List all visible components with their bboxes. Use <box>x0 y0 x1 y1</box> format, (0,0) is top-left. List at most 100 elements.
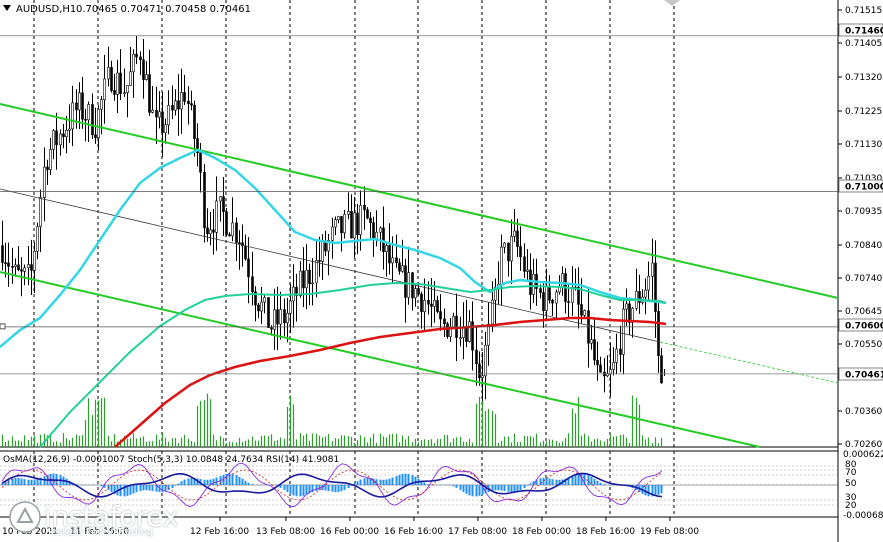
candle-bear <box>542 292 545 312</box>
candle-bear <box>84 119 87 121</box>
price-axis-tick-label: 0.70840 <box>845 241 882 251</box>
candle-bear <box>199 152 202 173</box>
candle-bear <box>430 303 433 307</box>
candle-bear <box>516 230 519 247</box>
candle-bull <box>123 92 126 94</box>
price-axis-tick-label: 0.71320 <box>845 73 882 83</box>
candle-bull <box>359 205 362 236</box>
candle-bear <box>225 211 228 235</box>
candle-bear <box>404 265 407 298</box>
indicator-axis-label: 80 <box>845 460 857 470</box>
candle-bull <box>33 251 36 271</box>
candle-bull <box>347 211 350 215</box>
candle-bull <box>651 262 654 277</box>
price-axis-tick-label: 0.71515 <box>845 6 882 16</box>
candle-bear <box>475 349 478 365</box>
candle-bull <box>107 67 110 80</box>
candle-bull <box>78 92 81 111</box>
candle-bull <box>145 74 148 80</box>
candle-bear <box>46 166 49 171</box>
candle-bull <box>209 229 212 235</box>
rsi-line <box>1 472 663 498</box>
price-tag-box <box>838 318 883 332</box>
candle-bull <box>647 275 650 291</box>
candle-bear <box>62 133 65 137</box>
channel-middle-extension <box>659 341 839 384</box>
candle-bull <box>423 299 426 312</box>
candle-bull <box>305 269 308 289</box>
candle-bear <box>11 266 14 268</box>
candle-bull <box>334 219 337 228</box>
candle-bull <box>279 309 282 325</box>
candle-bear <box>142 59 145 80</box>
candle-bear <box>276 309 279 325</box>
candle-bear <box>478 363 481 378</box>
price-tag-label: 0.70461 <box>845 371 883 381</box>
candle-bull <box>103 78 106 101</box>
candle-bear <box>356 212 359 236</box>
candle-bear <box>638 291 641 303</box>
candle-bear <box>388 245 391 264</box>
candle-bear <box>350 211 353 239</box>
candle-bear <box>551 299 554 304</box>
time-axis-label: 10 Feb 2021 <box>2 527 58 537</box>
candle-bear <box>318 260 321 262</box>
candle-bear <box>55 130 58 146</box>
candle-bear <box>523 256 526 272</box>
candle-bear <box>228 234 231 237</box>
price-tag-box <box>838 367 883 381</box>
candle-bear <box>148 74 151 113</box>
price-tag-box <box>838 179 883 193</box>
candle-bear <box>171 105 174 111</box>
candle-bull <box>260 301 263 312</box>
price-tag-label: 0.70600 <box>845 322 883 332</box>
time-axis: 10 Feb 2021 11 Feb 16:00 12 Feb 16:00 13 Fe… <box>2 517 699 537</box>
candle-bear <box>190 103 193 106</box>
ma-cyan-line <box>0 148 667 348</box>
candle-bull <box>401 265 404 272</box>
candle-bear <box>20 269 23 272</box>
candle-bull <box>481 375 484 378</box>
candle-bull <box>43 166 46 198</box>
price-axis-tick-label: 0.71130 <box>845 140 882 150</box>
candle-bull <box>129 71 132 86</box>
candle-bear <box>295 286 298 297</box>
candle-bull <box>327 240 330 252</box>
candle-bull <box>116 72 119 95</box>
candle-bull <box>52 130 55 150</box>
candle-bear <box>417 288 420 295</box>
candle-bull <box>39 197 42 227</box>
candle-bull <box>583 310 586 316</box>
candle-bear <box>187 100 190 104</box>
candle-bear <box>340 216 343 234</box>
candle-bear <box>446 323 449 337</box>
dropdown-triangle-icon[interactable] <box>3 5 11 11</box>
price-axis-tick-label: 0.70645 <box>845 307 882 317</box>
candle-bear <box>427 299 430 305</box>
candle-bear <box>196 138 199 154</box>
candle-bull <box>561 273 564 288</box>
level-anchor-handle <box>0 323 6 330</box>
candle-bear <box>567 301 570 303</box>
indicator-axis-label: 0.000622 <box>843 450 883 460</box>
channel-middle-line <box>0 188 661 343</box>
candle-bull <box>590 339 593 344</box>
candle-bull <box>558 287 561 293</box>
candle-bull <box>321 241 324 262</box>
candle-bull <box>36 226 39 252</box>
candle-bull <box>414 288 417 299</box>
candle-bear <box>119 72 122 94</box>
candle-bull <box>631 307 634 323</box>
candle-bear <box>471 321 474 351</box>
candle-bull <box>71 102 74 130</box>
indicator-axis-label: 70 <box>845 468 857 478</box>
candle-bull <box>385 245 388 252</box>
price-tag-box <box>838 23 883 37</box>
candle-bear <box>366 209 369 219</box>
indicator-subwindow <box>0 462 838 508</box>
candle-bull <box>289 300 292 314</box>
chart-shift-marker[interactable] <box>664 0 680 6</box>
candle-bear <box>308 269 311 285</box>
